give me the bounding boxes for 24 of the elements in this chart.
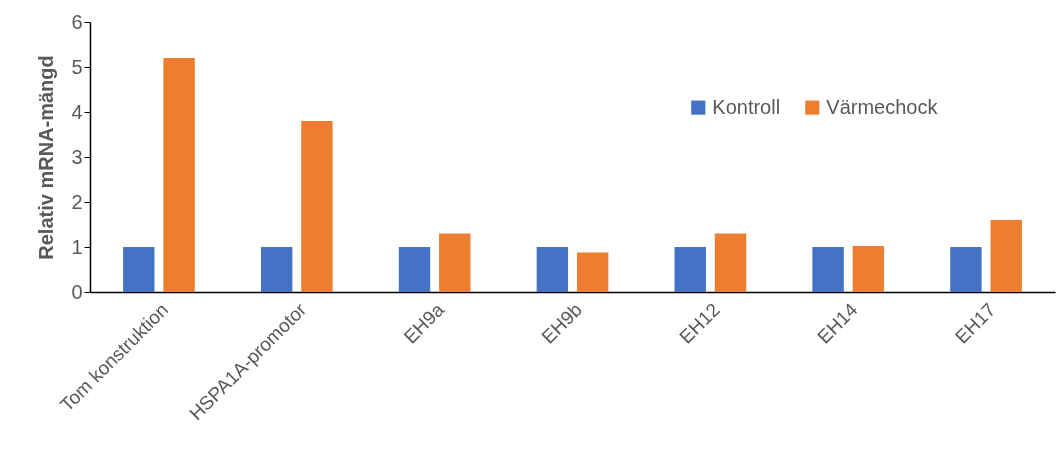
bar (439, 233, 471, 292)
bar (950, 247, 982, 292)
bar (536, 247, 569, 292)
bar (852, 246, 885, 292)
y-tick-label: 5 (71, 55, 83, 78)
bar (714, 233, 747, 292)
y-tick-label: 0 (71, 280, 83, 303)
bar (398, 247, 431, 292)
bar (301, 121, 333, 292)
bar (123, 247, 155, 292)
y-axis-title: Relativ mRNA-mängd (35, 55, 58, 260)
y-tick-label: 2 (71, 190, 83, 213)
y-tick-label: 3 (71, 145, 83, 168)
bar (990, 220, 1022, 292)
bar (260, 247, 293, 292)
y-tick-label: 6 (71, 10, 83, 33)
bar (576, 252, 609, 292)
bar (674, 247, 706, 292)
y-tick-label: 1 (71, 235, 83, 258)
legend-label: Värmechock (826, 95, 939, 118)
y-tick-label: 4 (71, 100, 83, 123)
legend-label: Kontroll (712, 95, 781, 118)
bar (812, 247, 844, 292)
bar (163, 58, 195, 292)
